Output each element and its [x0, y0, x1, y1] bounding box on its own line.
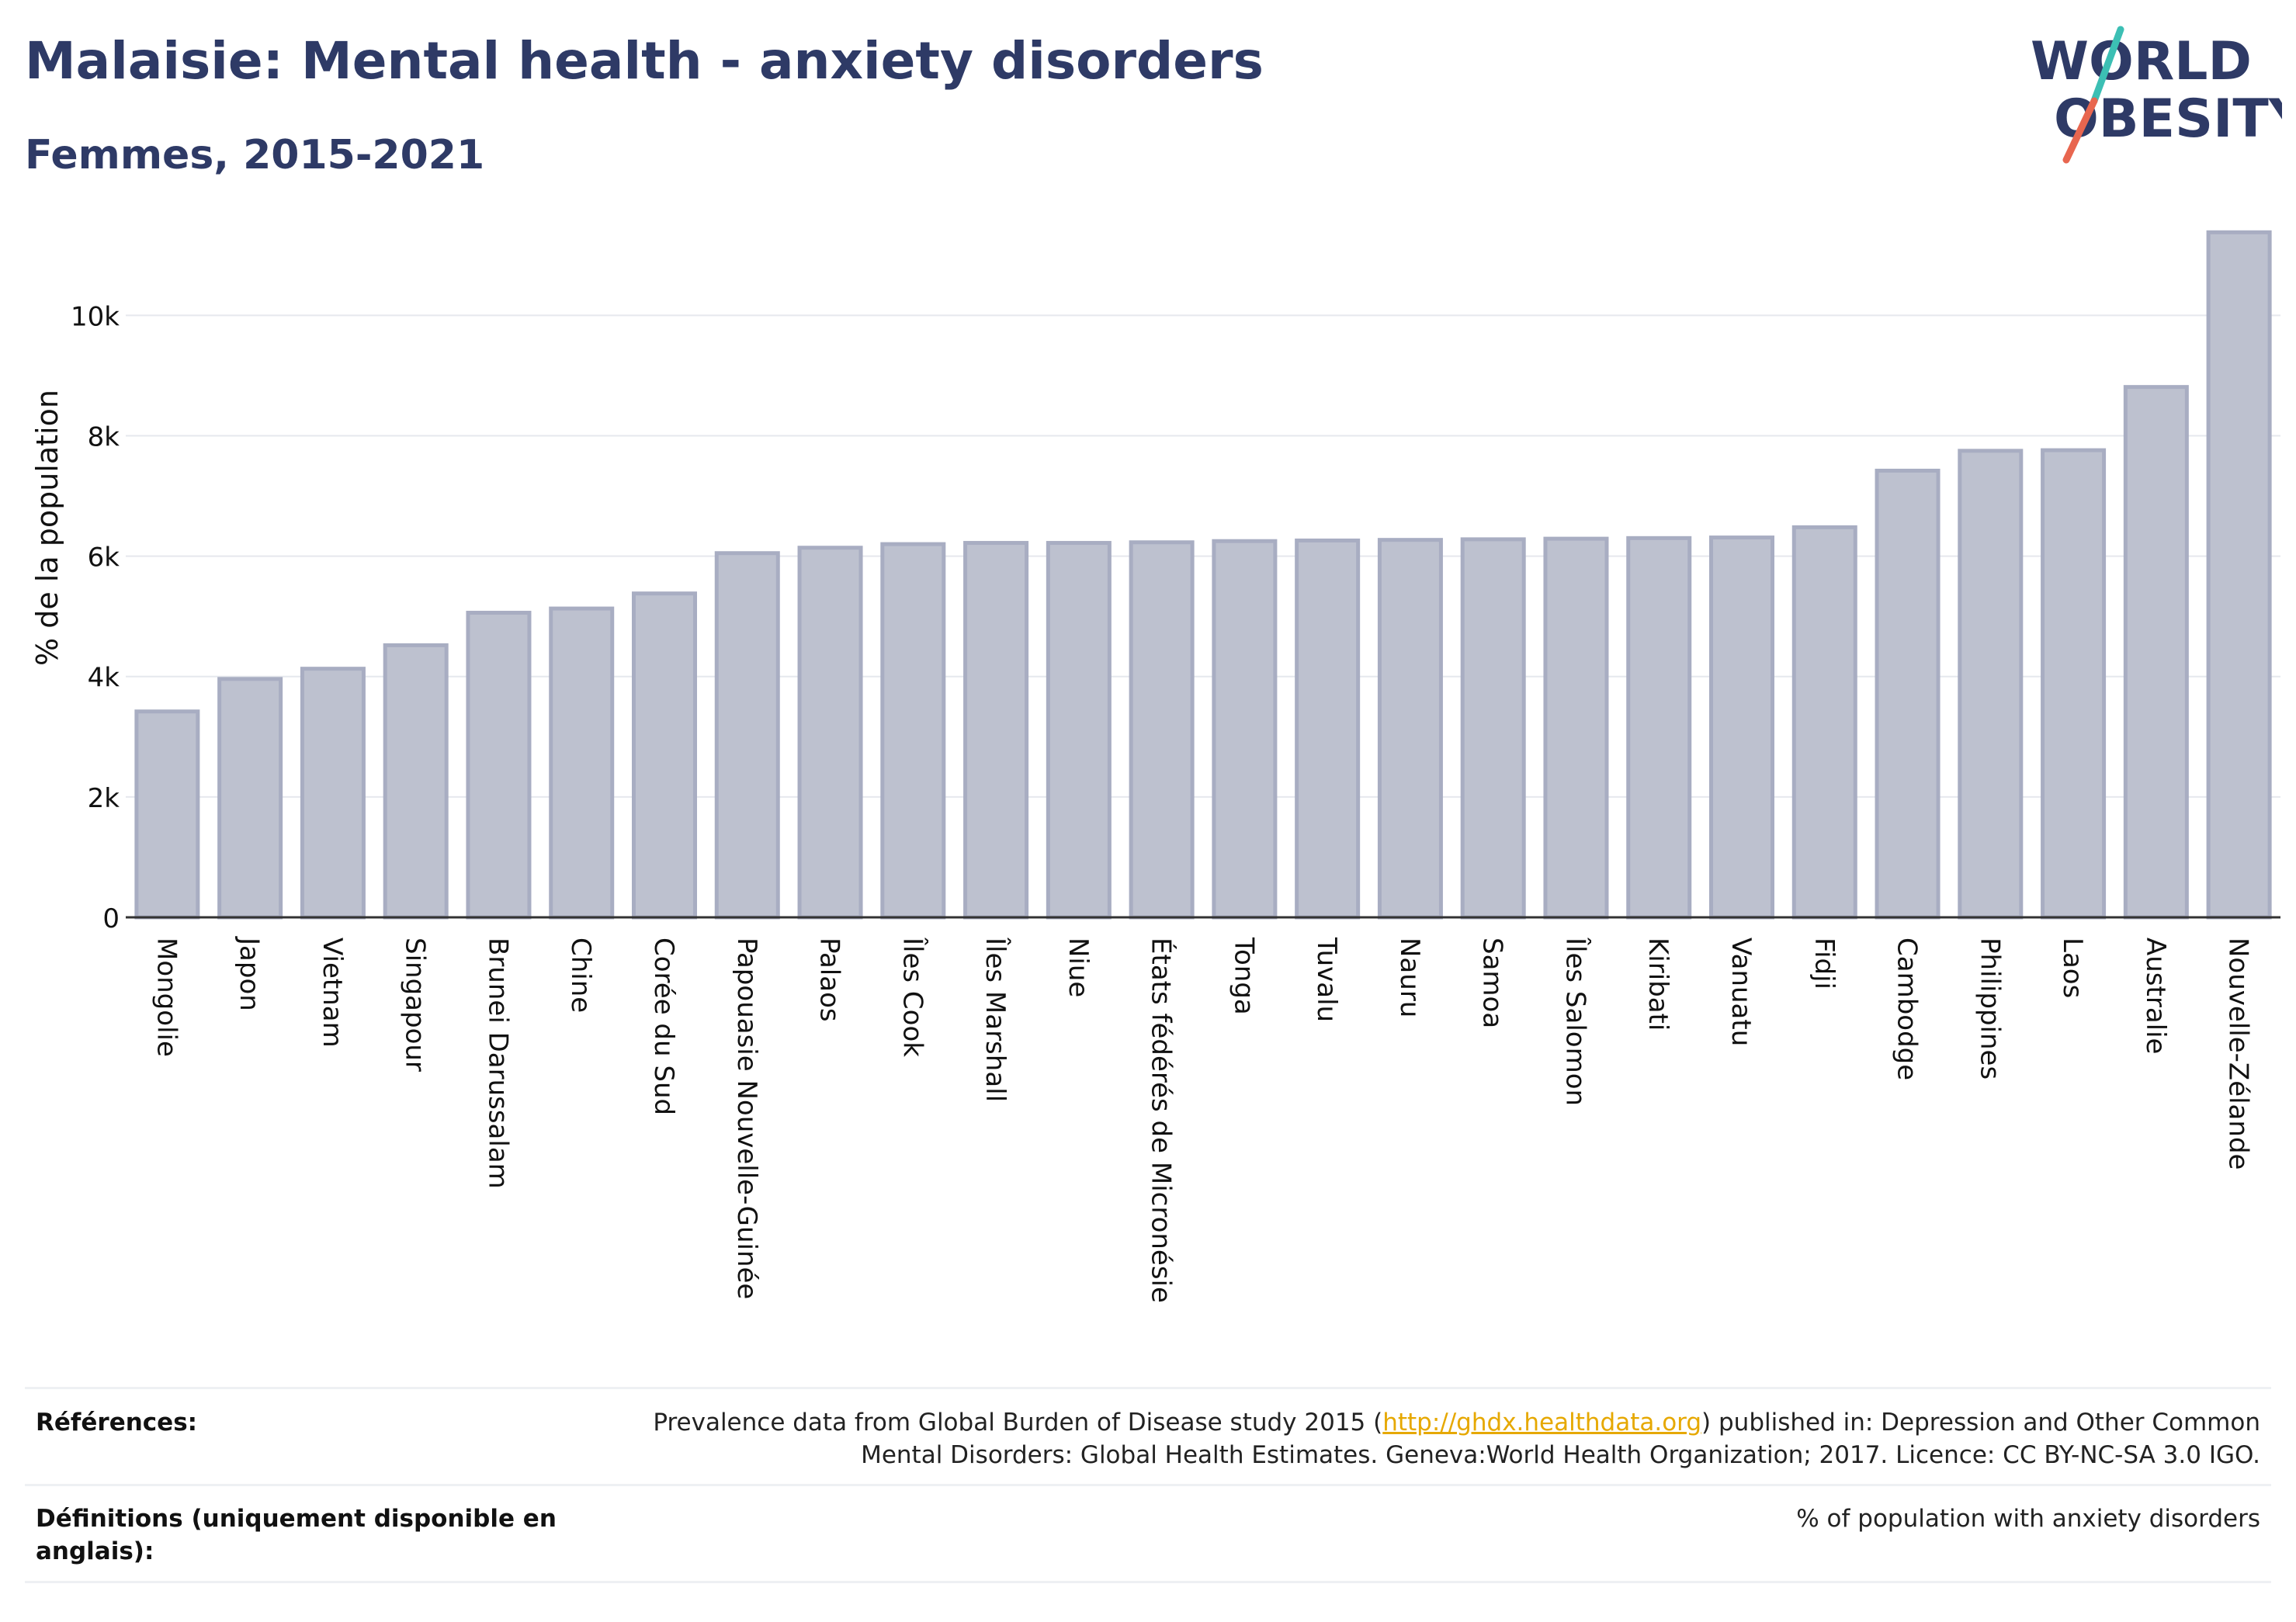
bar	[217, 677, 283, 920]
bar	[549, 606, 615, 920]
chart-subtitle: Femmes, 2015-2021	[25, 132, 485, 178]
bar	[300, 667, 366, 920]
x-tick-label: Philippines	[1974, 938, 2005, 1080]
x-tick-label: Laos	[2057, 938, 2088, 998]
y-tick-label: 2k	[88, 783, 120, 814]
y-tick-label: 10k	[71, 301, 120, 332]
x-tick-label: Chine	[565, 938, 596, 1013]
references-line1-post: ) published in: Depression and Other Com…	[1701, 1409, 2260, 1437]
x-tick-label: Vanuatu	[1725, 938, 1757, 1046]
x-tick-label: Mongolie	[151, 938, 182, 1057]
bar	[2123, 385, 2189, 920]
y-axis-label: % de la population	[30, 390, 64, 666]
x-tick-label: Niue	[1063, 938, 1094, 997]
x-tick-label: Papouasie Nouvelle-Guinée	[731, 938, 762, 1299]
x-tick-label: Singapour	[400, 938, 431, 1072]
bar	[963, 541, 1029, 920]
bar	[1212, 539, 1278, 920]
bar	[466, 611, 532, 920]
y-tick-labels: 0 2k 4k 6k 8k 10k	[71, 301, 120, 934]
footer-divider-middle	[25, 1484, 2271, 1486]
x-tick-label: Îles Marshall	[980, 937, 1011, 1102]
y-tick-label: 6k	[88, 542, 120, 574]
footer-divider-top	[25, 1387, 2271, 1389]
x-tick-label: États fédérés de Micronésie	[1146, 938, 1177, 1303]
bar	[1377, 538, 1443, 920]
definitions-label: Définitions (uniquement disponible en an…	[36, 1505, 557, 1565]
world-obesity-logo: WORLD OBESITY	[2031, 26, 2282, 164]
bar	[1543, 536, 1609, 920]
x-tick-label: Corée du Sud	[648, 938, 679, 1115]
bar	[383, 643, 449, 920]
footer-divider-bottom	[25, 1581, 2271, 1583]
bar	[631, 591, 698, 920]
x-tick-label: Australie	[2140, 938, 2171, 1054]
bar	[1626, 535, 1692, 920]
bar	[2206, 230, 2272, 920]
references-line2: Mental Disorders: Global Health Estimate…	[861, 1441, 2260, 1469]
references-link[interactable]: http://ghdx.healthdata.org	[1382, 1409, 1702, 1437]
y-tick-label: 0	[102, 903, 120, 934]
x-tick-label: Îles Cook	[897, 937, 928, 1057]
logo-slash-top	[2090, 26, 2124, 105]
x-tick-label: Brunei Darussalam	[482, 938, 513, 1189]
x-tick-label: Nauru	[1394, 938, 1425, 1017]
x-tick-label: Palaos	[814, 938, 845, 1022]
bar	[1129, 540, 1195, 920]
x-tick-label: Fidji	[1809, 938, 1840, 989]
x-tick-label: Tonga	[1228, 937, 1259, 1015]
bar	[1046, 541, 1112, 920]
bar	[1791, 525, 1857, 920]
references-label: Références:	[36, 1409, 198, 1437]
y-tick-label: 8k	[88, 421, 120, 452]
logo-slash-bottom	[2062, 97, 2098, 164]
bar	[1295, 538, 1361, 920]
bar	[1958, 449, 2024, 920]
bar	[2041, 448, 2107, 920]
bar	[1460, 537, 1526, 920]
references-text: Prevalence data from Global Burden of Di…	[630, 1406, 2260, 1471]
x-tick-label: Îles Salomon	[1559, 937, 1591, 1106]
x-tick-label: Cambodge	[1892, 938, 1923, 1080]
x-tick-label: Kiribati	[1642, 938, 1673, 1031]
chart-title: Malaisie: Mental health - anxiety disord…	[25, 31, 1264, 91]
bar	[714, 551, 780, 920]
x-tick-label: Nouvelle-Zélande	[2223, 938, 2254, 1170]
grid-lines	[126, 314, 2280, 798]
definitions-text: % of population with anxiety disorders	[1796, 1505, 2260, 1533]
bar	[1875, 468, 1941, 920]
bar	[1708, 535, 1775, 920]
x-tick-label: Samoa	[1477, 938, 1508, 1028]
bar	[797, 546, 863, 920]
bar	[880, 542, 946, 920]
y-tick-label: 4k	[88, 663, 120, 694]
bars	[134, 230, 2272, 920]
references-line1-pre: Prevalence data from Global Burden of Di…	[653, 1409, 1383, 1437]
x-tick-label: Vietnam	[317, 938, 348, 1048]
x-tick-label: Tuvalu	[1311, 937, 1342, 1022]
bar-chart: 0 2k 4k 6k 8k 10k Mongolie Japon Vietnam Singapo…	[30, 230, 2280, 1303]
x-tick-labels: Mongolie Japon Vietnam Singapour Brunei Daru…	[151, 936, 2253, 1303]
logo-line-world: WORLD	[2031, 31, 2252, 92]
x-tick-label: Japon	[234, 936, 265, 1011]
bar	[134, 709, 200, 920]
